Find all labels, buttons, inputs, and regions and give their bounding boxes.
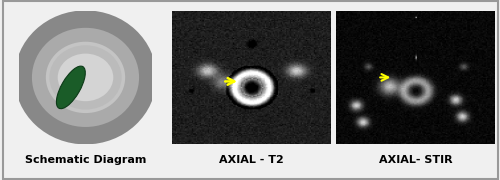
Ellipse shape <box>56 52 115 103</box>
Ellipse shape <box>37 33 134 122</box>
Ellipse shape <box>56 66 86 109</box>
Ellipse shape <box>22 17 150 137</box>
Text: Schematic Diagram: Schematic Diagram <box>25 155 146 165</box>
Ellipse shape <box>52 48 119 107</box>
Text: AXIAL- STIR: AXIAL- STIR <box>378 155 452 165</box>
Text: AXIAL - T2: AXIAL - T2 <box>218 155 284 165</box>
